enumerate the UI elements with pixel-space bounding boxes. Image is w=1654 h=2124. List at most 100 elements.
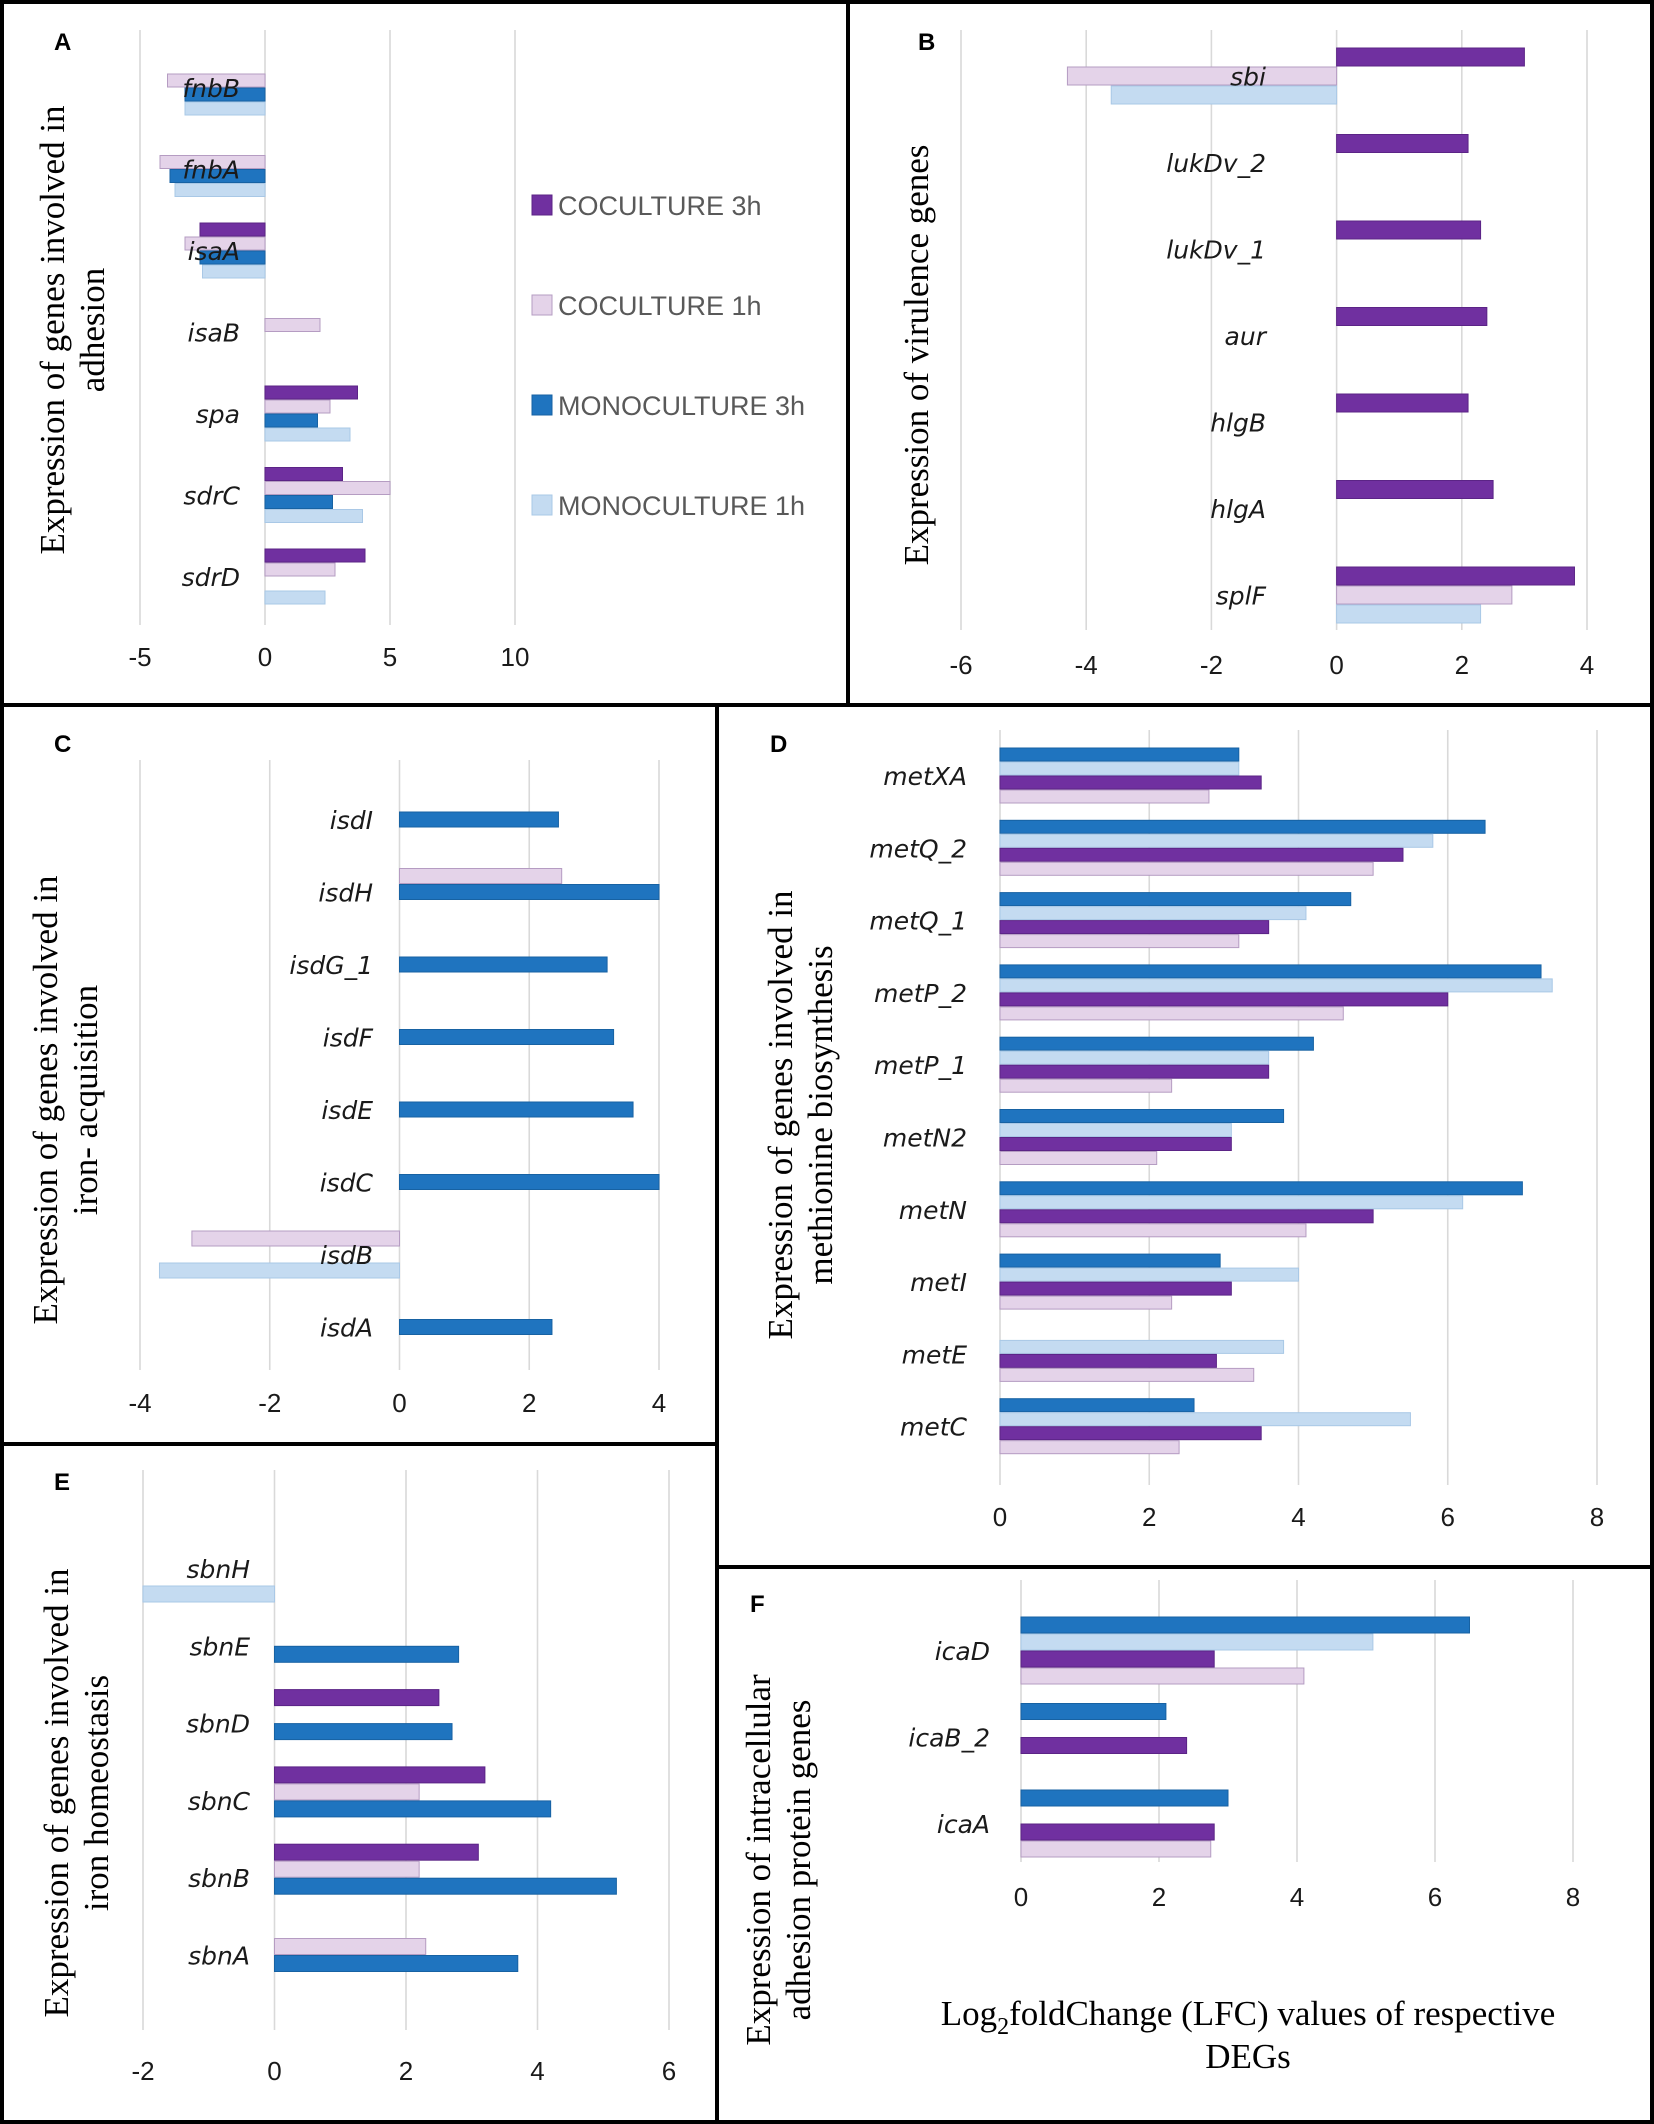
bar-d-metN-co1 (999, 1223, 1307, 1238)
panel-f-tick-label: 4 (1290, 1882, 1304, 1912)
category-label-d: metP_2 (874, 979, 967, 1008)
x-axis-caption-line2: DEGs (1205, 2037, 1291, 2076)
category-label-d: metN2 (883, 1124, 967, 1153)
bar-d-metP_2-mo3 (999, 964, 1542, 979)
bar-e-sbnA-co1 (274, 1938, 427, 1955)
bar-d-metP_1-co1 (999, 1078, 1173, 1093)
panel-e-tick-label: -2 (131, 2056, 154, 2086)
category-label-e: sbnB (188, 1864, 250, 1893)
bar-d-metE-co3 (999, 1353, 1217, 1368)
bar-a-spa-co1 (264, 399, 331, 414)
category-label-b: lukDv_1 (1166, 236, 1266, 265)
chart-panel-e: -2 0 2 4 6 sbnH sbnE sbnD sbnC sbnB sbnA Expression… (37, 1470, 676, 2086)
bar-f-icaA-co3 (1020, 1823, 1215, 1841)
bar-d-metP_1-mo3 (999, 1036, 1314, 1051)
panel-f-tick-label: 0 (1014, 1882, 1028, 1912)
chart-panel-d: 0 2 4 6 8 metXA metQ_2 metQ_1 metP_2 metP_1 metN2 m… (761, 730, 1604, 1532)
legend-label-mo1: MONOCULTURE 1h (558, 491, 805, 521)
panel-c-tick-label: 0 (392, 1388, 406, 1418)
bar-a-spa-mo3 (264, 413, 318, 428)
bar-d-metQ_2-mo3 (999, 819, 1486, 834)
bar-a-isaA-mo1 (202, 264, 266, 279)
category-label-a: sdrC (183, 482, 240, 511)
panel-e-y-label: Expression of genes involved iniron home… (37, 1568, 116, 2017)
panel-f-y-label: Expression of intracellularadhesion prot… (739, 1674, 818, 2046)
panel-a-y-label: Expression of genes involved inadhesion (33, 105, 112, 554)
bar-d-metXA-co1 (999, 789, 1210, 804)
bar-b-hlgB-co3 (1336, 393, 1469, 413)
legend-label-co3: COCULTURE 3h (558, 191, 762, 221)
legend-swatch-co3 (531, 194, 553, 216)
category-label-a: isaA (188, 237, 240, 266)
bar-d-metP_1-co3 (999, 1064, 1270, 1079)
category-label-c: isdE (321, 1096, 373, 1125)
panel-a-tick-label: 0 (258, 642, 272, 672)
category-label-d: metQ_1 (869, 907, 967, 936)
bar-d-metXA-mo1 (999, 761, 1240, 776)
category-label-c: isdG_1 (289, 951, 373, 980)
bar-f-icaB_2-mo3 (1020, 1703, 1167, 1720)
category-label-b: lukDv_2 (1166, 149, 1266, 178)
legend-label-mo3: MONOCULTURE 3h (558, 391, 805, 421)
panel-d-tick-label: 8 (1590, 1502, 1604, 1532)
category-label-e: sbnE (189, 1632, 250, 1661)
legend-label-co1: COCULTURE 1h (558, 291, 762, 321)
bar-d-metC-mo3 (999, 1398, 1195, 1413)
bar-d-metC-co3 (999, 1426, 1262, 1441)
chart-panel-f: 0 2 4 6 8 icaD icaB_2 icaA Expression of intrace… (739, 1580, 1580, 2046)
bar-a-fnbA-mo1 (174, 183, 266, 197)
panel-c-y-label: Expression of genes involved iniron- acq… (26, 875, 105, 1324)
bar-b-sbi-mo1 (1110, 85, 1338, 105)
bar-d-metP_2-co1 (999, 1006, 1344, 1021)
panel-b-y-label: Expression of virulence genes (897, 145, 936, 566)
category-label-e: sbnD (186, 1710, 250, 1739)
panel-a-border (0, 0, 850, 707)
bar-d-metQ_2-mo1 (999, 833, 1434, 848)
category-label-d: metN (899, 1196, 968, 1225)
bar-c-isdH-co1 (399, 868, 563, 884)
bar-b-lukDv_1-co3 (1336, 220, 1482, 240)
bar-e-sbnE-mo3 (274, 1645, 460, 1663)
panel-b-tick-label: -6 (949, 650, 972, 680)
bar-c-isdF-mo3 (399, 1029, 615, 1045)
category-label-a: spa (196, 400, 240, 429)
bar-c-isdB-mo1 (158, 1262, 400, 1279)
bar-d-metN-mo3 (999, 1181, 1523, 1196)
bar-d-metI-co1 (999, 1295, 1173, 1310)
panel-b-tick-label: 0 (1329, 650, 1343, 680)
category-label-d: metXA (883, 762, 967, 791)
chart-panel-c: -4 -2 0 2 4 isdI isdH isdG_1 isdF isdE isdC isdB isd… (26, 760, 666, 1418)
bar-d-metE-co1 (999, 1367, 1255, 1382)
bar-d-metQ_1-mo1 (999, 906, 1307, 921)
bar-a-isaA-co1 (184, 236, 266, 251)
bar-e-sbnC-co1 (274, 1783, 420, 1801)
bar-e-sbnC-co3 (274, 1766, 486, 1784)
category-label-d: metC (900, 1413, 968, 1442)
bar-d-metN2-mo1 (999, 1123, 1232, 1137)
category-label-c: isdH (318, 879, 373, 908)
bar-a-sdrD-mo1 (264, 590, 326, 605)
bar-d-metC-mo1 (999, 1412, 1411, 1427)
bar-d-metP_1-mo1 (999, 1050, 1270, 1065)
bar-b-lukDv_2-co3 (1336, 134, 1469, 153)
panel-f-border (715, 1565, 1654, 2124)
bar-d-metC-co1 (999, 1440, 1180, 1455)
bar-d-metI-mo3 (999, 1253, 1221, 1268)
panel-d-y-label: Expression of genes involved inmethionin… (761, 890, 840, 1339)
bar-d-metN2-co3 (999, 1137, 1232, 1151)
bar-f-icaD-mo3 (1020, 1616, 1470, 1634)
bar-a-sdrC-mo1 (264, 509, 363, 523)
bar-a-fnbB-co1 (167, 73, 266, 88)
bar-a-fnbB-mo1 (184, 101, 266, 116)
category-label-b: aur (1225, 322, 1268, 351)
category-label-e: sbnA (188, 1942, 250, 1971)
charts-layer: -5 0 5 10 fnbB fnbA isaA isaB spa sdrC sdrD Express… (26, 30, 1604, 2086)
bar-a-isaA-co3 (199, 222, 266, 237)
bar-b-splF-mo1 (1336, 604, 1482, 624)
panel-d-tick-label: 0 (993, 1502, 1007, 1532)
bar-a-spa-mo1 (264, 427, 351, 442)
panel-e-letter: E (54, 1469, 70, 1496)
panel-b-tick-label: -4 (1075, 650, 1098, 680)
category-label-d: metP_1 (874, 1051, 967, 1080)
